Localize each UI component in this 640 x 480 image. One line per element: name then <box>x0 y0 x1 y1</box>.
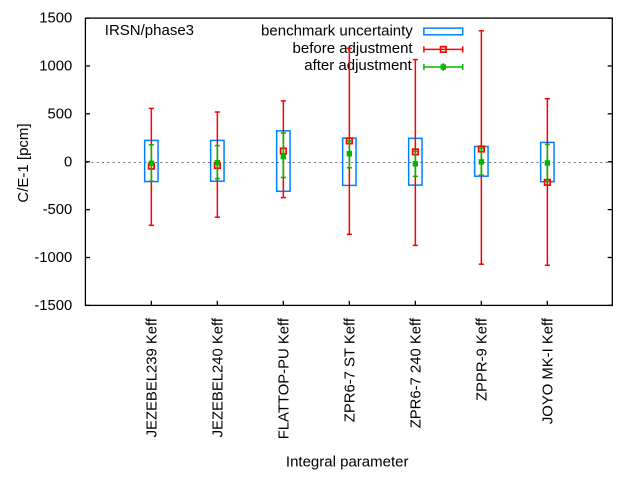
svg-text:ZPR6-7 ST Keff: ZPR6-7 ST Keff <box>342 317 358 422</box>
svg-text:benchmark uncertainty: benchmark uncertainty <box>261 23 413 40</box>
svg-text:Integral parameter: Integral parameter <box>286 454 409 471</box>
svg-text:JOYO MK-I Keff: JOYO MK-I Keff <box>540 317 556 424</box>
svg-text:JEZEBEL239 Keff: JEZEBEL239 Keff <box>144 317 160 437</box>
svg-text:C/E-1 [pcm]: C/E-1 [pcm] <box>15 123 32 202</box>
svg-text:JEZEBEL240 Keff: JEZEBEL240 Keff <box>210 317 226 437</box>
svg-text:1000: 1000 <box>39 59 72 75</box>
svg-text:ZPPR-9 Keff: ZPPR-9 Keff <box>474 317 490 401</box>
svg-text:after adjustment: after adjustment <box>304 57 412 74</box>
svg-text:before adjustment: before adjustment <box>293 40 414 57</box>
svg-text:500: 500 <box>48 106 73 122</box>
svg-text:IRSN/phase3: IRSN/phase3 <box>105 22 194 39</box>
svg-text:-1000: -1000 <box>34 250 72 266</box>
svg-text:0: 0 <box>64 154 72 170</box>
svg-text:-1500: -1500 <box>34 298 72 314</box>
svg-text:FLATTOP-PU Keff: FLATTOP-PU Keff <box>276 317 292 439</box>
svg-text:1500: 1500 <box>39 11 72 27</box>
svg-text:ZPR6-7 240 Keff: ZPR6-7 240 Keff <box>408 317 424 428</box>
svg-text:-500: -500 <box>43 202 73 218</box>
